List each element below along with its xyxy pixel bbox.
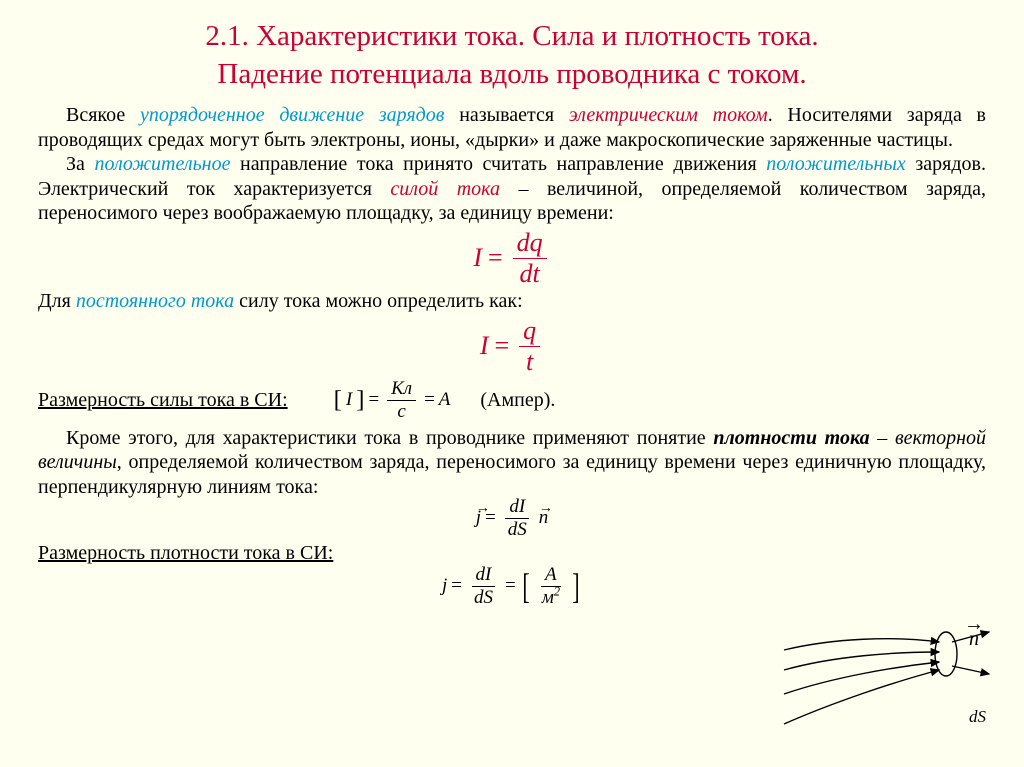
dimension-current-note: (Ампер). xyxy=(480,389,555,412)
dimension-current-label: Размерность силы тока в СИ: xyxy=(38,389,288,412)
formula-current-density: →j = dI dS →n xyxy=(38,497,986,540)
highlight-positive-charges: положительных xyxy=(766,153,906,175)
highlight-dc-current: постоянного тока xyxy=(76,290,234,312)
highlight-positive: положительное xyxy=(94,153,230,175)
highlight-current-density: плотности тока xyxy=(713,427,869,449)
current-density-diagram: → n dS xyxy=(774,612,994,747)
svg-text:n: n xyxy=(969,628,979,650)
svg-text:dS: dS xyxy=(969,707,987,726)
paragraph-2: За положительное направление тока принят… xyxy=(38,152,986,225)
formula-dc-current: I = q t xyxy=(38,317,986,375)
paragraph-3: Для постоянного тока силу тока можно опр… xyxy=(38,289,986,313)
highlight-current-strength: силой тока xyxy=(390,178,500,200)
formula-density-dimension: j = dI dS = [ А м2 ] xyxy=(38,565,986,608)
paragraph-4: Кроме этого, для характеристики тока в п… xyxy=(38,426,986,499)
dimension-density-label: Размерность плотности тока в СИ: xyxy=(38,542,333,565)
title-line-1: 2.1. Характеристики тока. Сила и плотнос… xyxy=(205,20,818,52)
dimension-current: Размерность силы тока в СИ: [I] = Кл с =… xyxy=(38,379,986,422)
slide-page: 2.1. Характеристики тока. Сила и плотнос… xyxy=(0,0,1024,767)
paragraph-1: Всякое упорядоченное движение зарядов на… xyxy=(38,103,986,152)
title-line-2: Падение потенциала вдоль проводника с то… xyxy=(217,58,806,90)
highlight-ordered-motion: упорядоченное движение зарядов xyxy=(140,104,445,126)
dimension-density: Размерность плотности тока в СИ: xyxy=(38,542,986,565)
formula-current-definition: I = dq dt xyxy=(38,229,986,287)
slide-title: 2.1. Характеристики тока. Сила и плотнос… xyxy=(38,18,986,93)
highlight-electric-current: электрическим током xyxy=(569,104,768,126)
